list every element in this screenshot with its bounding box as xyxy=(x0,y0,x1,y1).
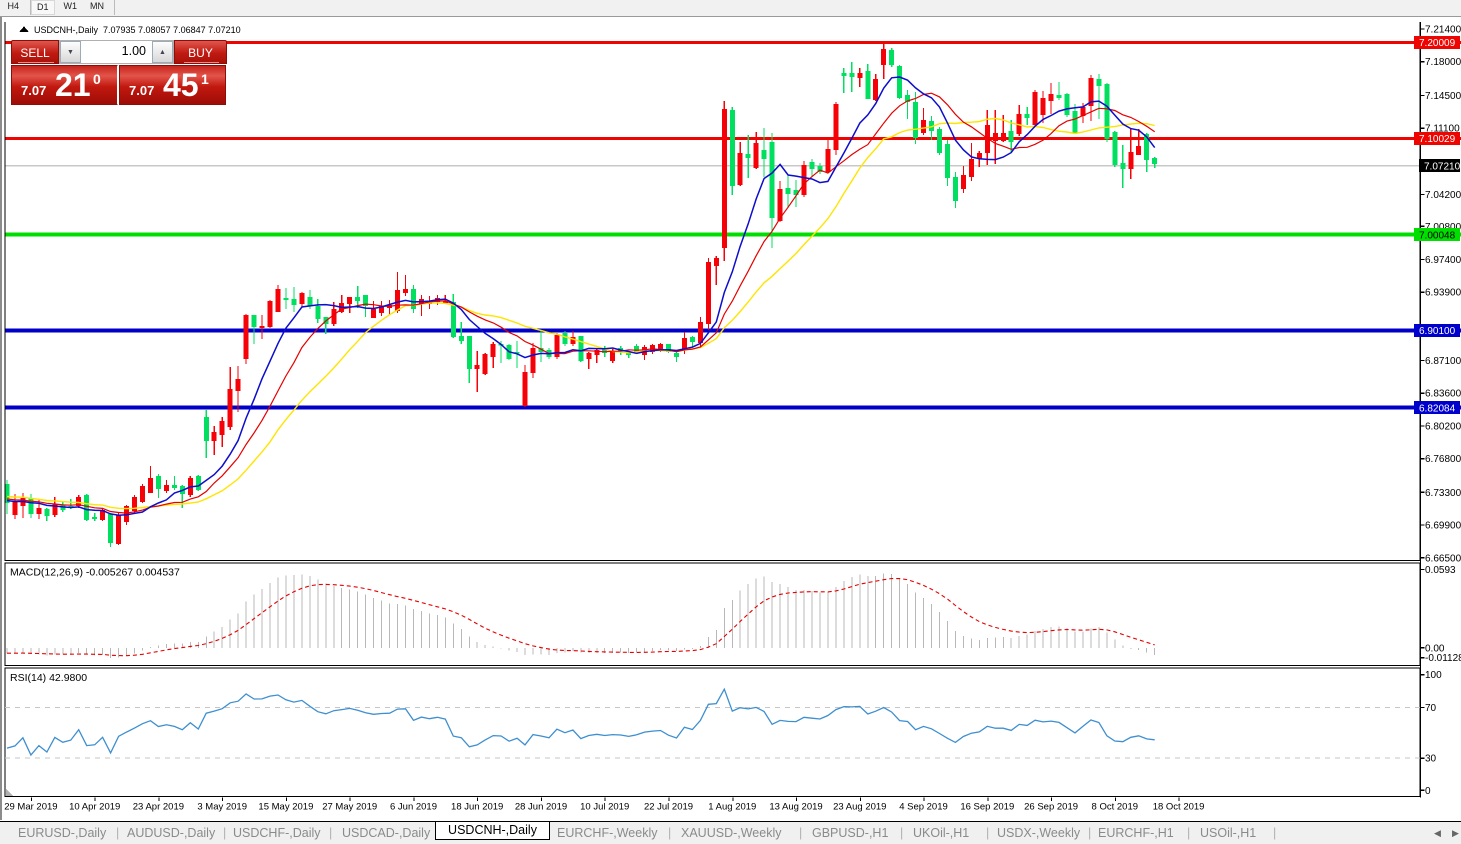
svg-text:18 Jun 2019: 18 Jun 2019 xyxy=(451,802,503,813)
svg-text:7.18000: 7.18000 xyxy=(1425,57,1461,68)
svg-text:6.82084: 6.82084 xyxy=(1419,403,1456,414)
svg-text:6.69900: 6.69900 xyxy=(1425,521,1461,532)
svg-text:6.97400: 6.97400 xyxy=(1425,255,1461,266)
svg-text:6.66500: 6.66500 xyxy=(1425,553,1461,564)
svg-text:7.20009: 7.20009 xyxy=(1419,38,1456,49)
svg-text:6.87100: 6.87100 xyxy=(1425,356,1461,367)
svg-text:4 Sep 2019: 4 Sep 2019 xyxy=(899,802,948,813)
svg-text:30: 30 xyxy=(1425,754,1437,765)
svg-text:0: 0 xyxy=(1425,786,1431,797)
svg-text:22 Jul 2019: 22 Jul 2019 xyxy=(644,802,693,813)
svg-text:6.73300: 6.73300 xyxy=(1425,488,1461,499)
svg-text:7.21400: 7.21400 xyxy=(1425,25,1461,36)
svg-text:7.10029: 7.10029 xyxy=(1419,134,1456,145)
svg-text:0.00: 0.00 xyxy=(1425,643,1445,654)
svg-text:100: 100 xyxy=(1425,670,1442,681)
svg-text:70: 70 xyxy=(1425,703,1437,714)
svg-text:8 Oct 2019: 8 Oct 2019 xyxy=(1092,802,1138,813)
svg-text:MACD(12,26,9) -0.005267 0.0045: MACD(12,26,9) -0.005267 0.004537 xyxy=(10,567,180,579)
svg-text:7.07210: 7.07210 xyxy=(1424,161,1461,172)
svg-text:7.00048: 7.00048 xyxy=(1419,230,1456,241)
svg-text:26 Sep 2019: 26 Sep 2019 xyxy=(1024,802,1078,813)
svg-text:27 May 2019: 27 May 2019 xyxy=(322,802,377,813)
svg-text:USDCNH-,Daily 7.07935 7.08057: USDCNH-,Daily 7.07935 7.08057 7.06847 7.… xyxy=(34,25,241,35)
svg-text:6.93900: 6.93900 xyxy=(1425,288,1461,299)
svg-text:RSI(14) 42.9800: RSI(14) 42.9800 xyxy=(10,672,87,684)
svg-text:23 Aug 2019: 23 Aug 2019 xyxy=(833,802,886,813)
svg-text:6.90100: 6.90100 xyxy=(1419,326,1456,337)
svg-text:29 Mar 2019: 29 Mar 2019 xyxy=(4,802,57,813)
svg-text:6 Jun 2019: 6 Jun 2019 xyxy=(390,802,437,813)
svg-text:6.83600: 6.83600 xyxy=(1425,389,1461,400)
svg-text:10 Jul 2019: 10 Jul 2019 xyxy=(580,802,629,813)
svg-text:1 Aug 2019: 1 Aug 2019 xyxy=(708,802,756,813)
svg-text:6.76800: 6.76800 xyxy=(1425,454,1461,465)
svg-text:0.0593: 0.0593 xyxy=(1425,565,1456,576)
svg-text:16 Sep 2019: 16 Sep 2019 xyxy=(960,802,1014,813)
svg-text:15 May 2019: 15 May 2019 xyxy=(258,802,313,813)
svg-text:13 Aug 2019: 13 Aug 2019 xyxy=(769,802,822,813)
svg-text:6.80200: 6.80200 xyxy=(1425,422,1461,433)
svg-text:3 May 2019: 3 May 2019 xyxy=(197,802,247,813)
svg-text:7.11100: 7.11100 xyxy=(1425,124,1460,135)
svg-text:-0.011289: -0.011289 xyxy=(1425,653,1461,664)
svg-text:23 Apr 2019: 23 Apr 2019 xyxy=(133,802,184,813)
svg-text:18 Oct 2019: 18 Oct 2019 xyxy=(1153,802,1205,813)
svg-text:7.04200: 7.04200 xyxy=(1425,190,1461,201)
svg-text:28 Jun 2019: 28 Jun 2019 xyxy=(515,802,567,813)
svg-text:7.00800: 7.00800 xyxy=(1425,222,1461,233)
svg-text:10 Apr 2019: 10 Apr 2019 xyxy=(69,802,120,813)
svg-text:7.14500: 7.14500 xyxy=(1425,91,1461,102)
